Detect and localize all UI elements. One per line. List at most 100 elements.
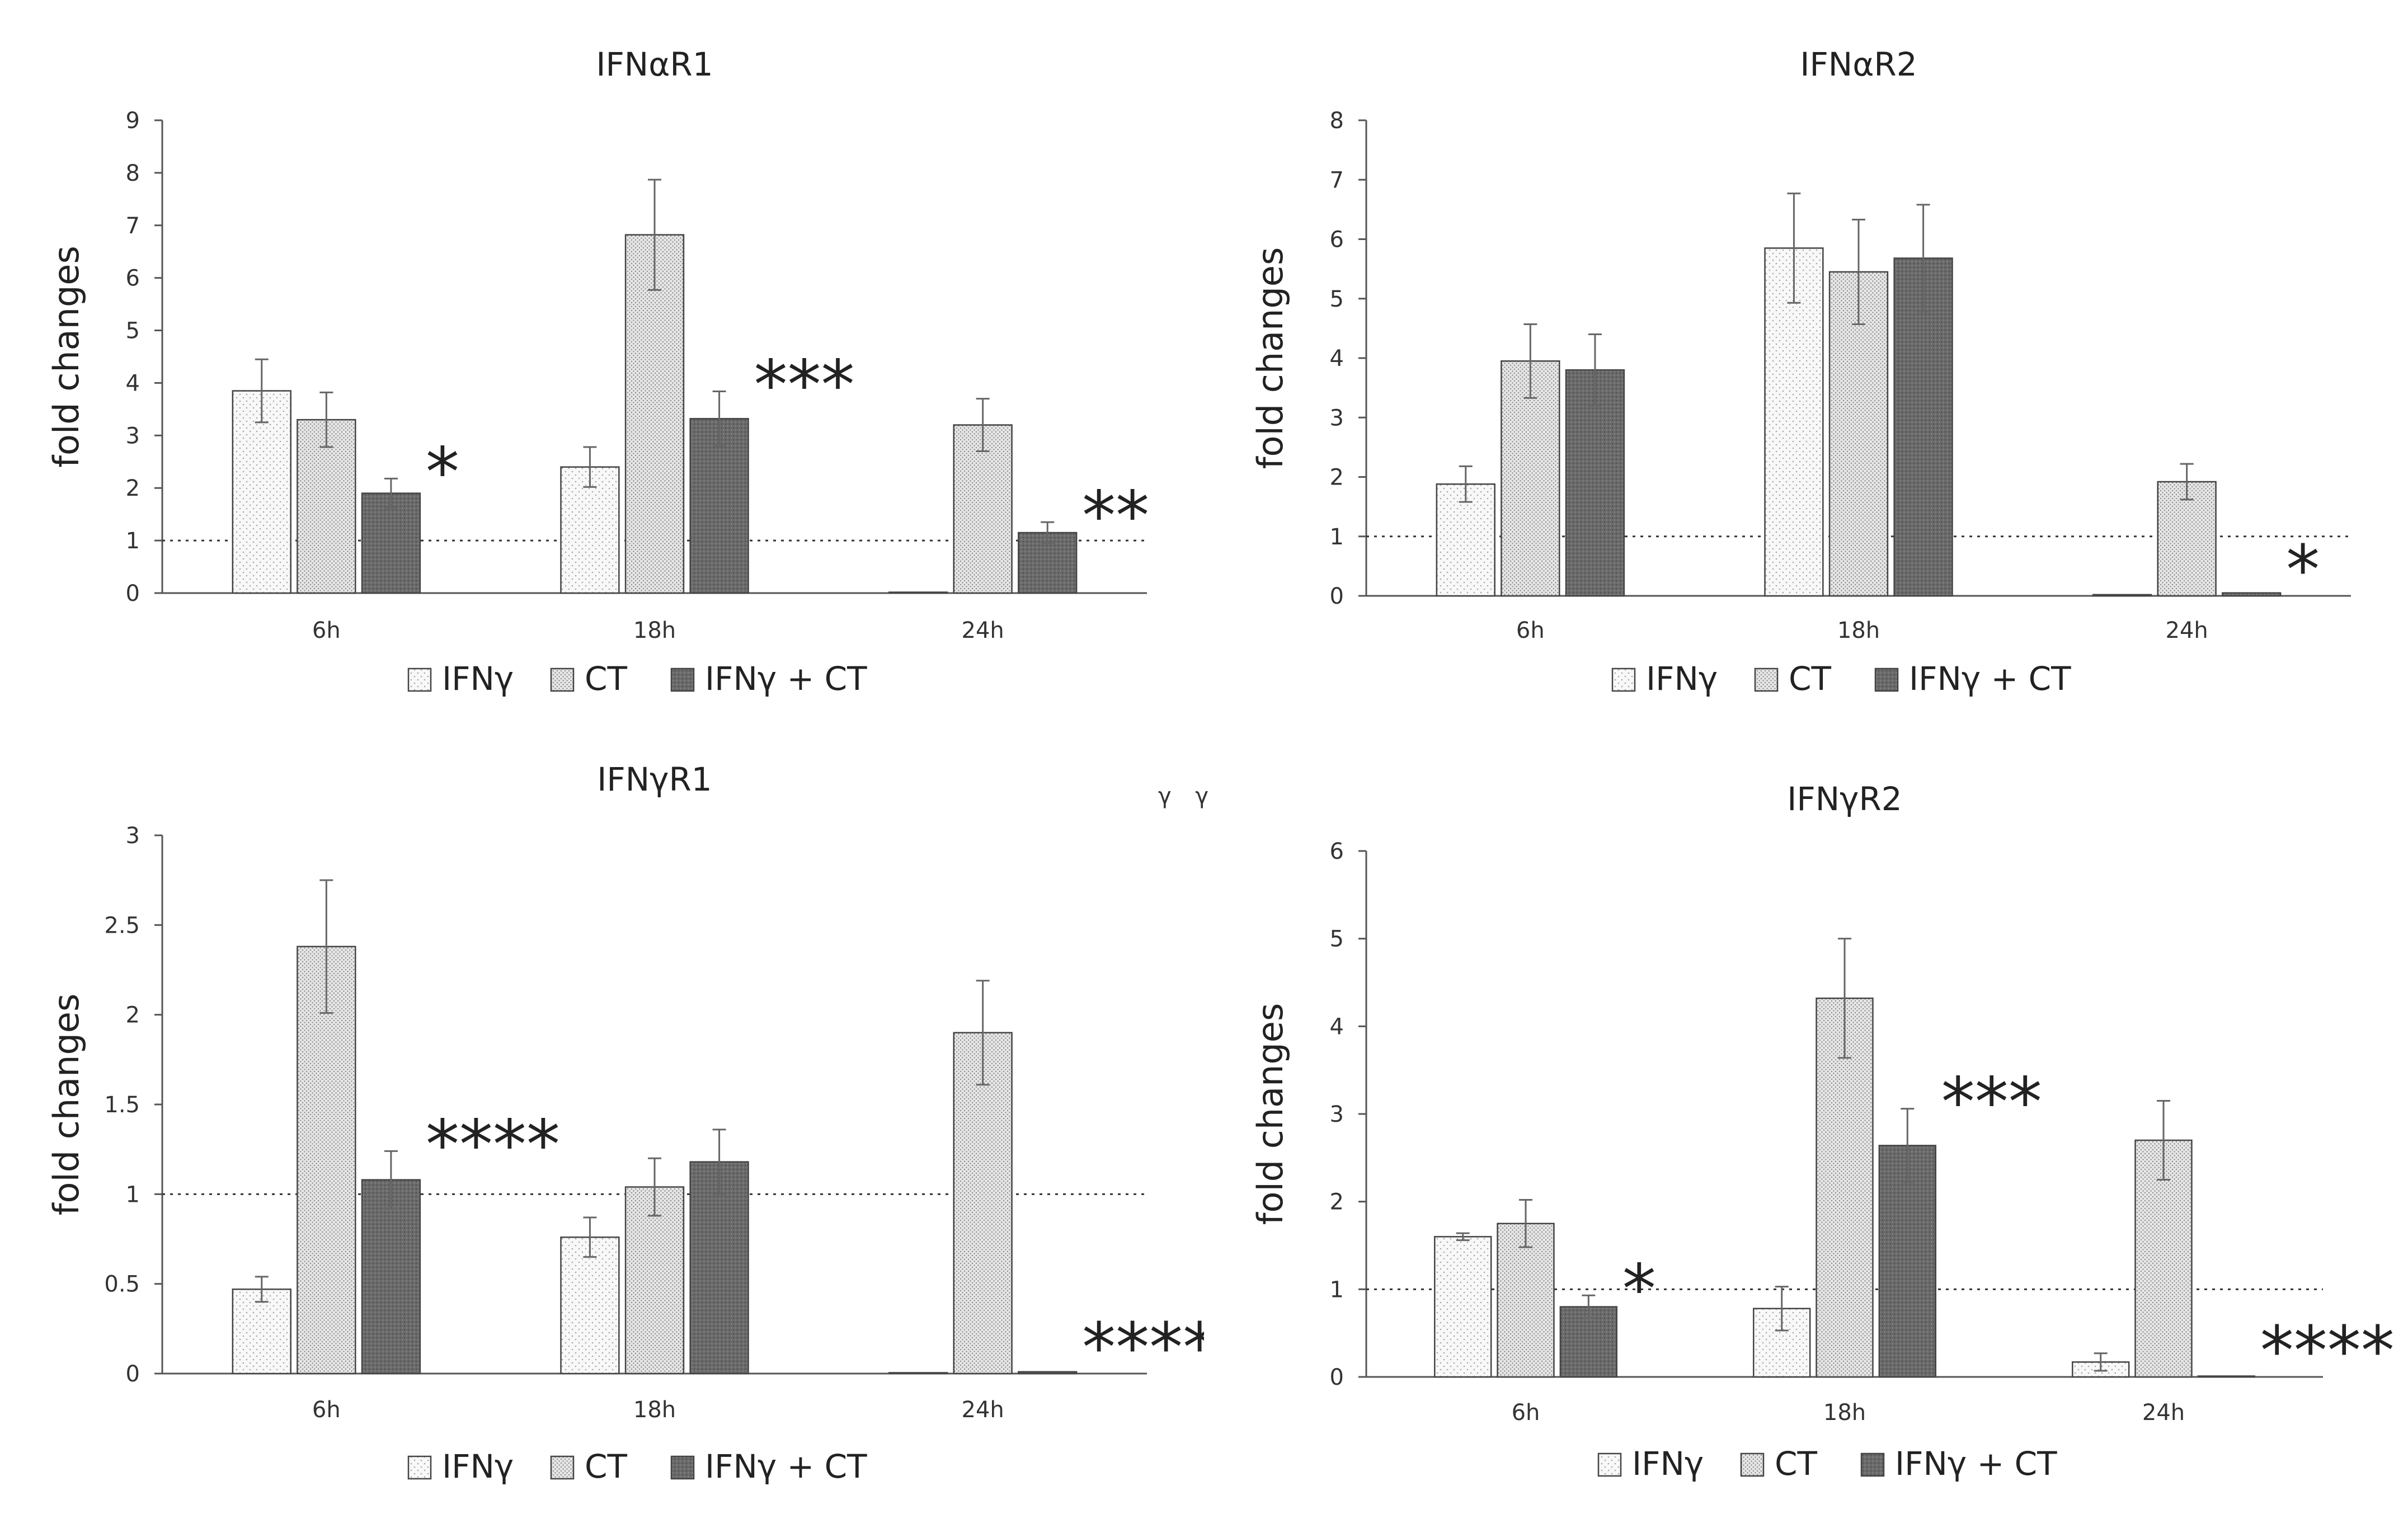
y-tick-label: 2 [126,1003,140,1028]
y-tick-label: 6 [1330,227,1344,253]
chart-svg-ifngr1: IFNγR1 fold changes 0 0.5 1 1.5 2 2.5 3 **** 6h 18h… [46,760,1204,1485]
chart-panel-ifngr1: IFNγR1 fold changes 0 0.5 1 1.5 2 2.5 3 **** 6h 18h… [0,757,1204,1514]
bar [361,1179,421,1375]
significance-marker: * [1622,1250,1656,1328]
y-tick-label: 6 [1330,839,1344,864]
y-tick-label: 6 [126,266,140,291]
stray-glyphs: γ γ [1158,783,1225,809]
bar [624,1186,685,1375]
y-tick-label: 0.5 [104,1272,140,1297]
y-tick-label: 2 [1330,1189,1344,1215]
chart-title: IFNγR2 [1787,780,1902,818]
y-tick-label: 3 [126,423,140,449]
y-tick-label: 7 [126,213,140,239]
significance-marker: **** [2260,1313,2395,1390]
x-tick-label: 24h [2142,1400,2185,1426]
chart-svg-ifngr2: IFNγR2 fold changes 0 1 2 3 4 5 6 * 6h *** 18h **** 24… [1250,780,2395,1483]
legend-label: IFNγ [1632,1445,1704,1483]
legend-label: IFNγ + CT [1909,660,2071,698]
x-tick-label: 24h [2166,618,2208,643]
y-tick-label: 3 [1330,405,1344,431]
bar [624,234,685,594]
bar [2157,481,2217,597]
legend-swatch [550,1455,575,1480]
x-tick-label: 6h [312,618,341,643]
y-tick-label: 1 [1330,1277,1344,1303]
bar [1434,1236,1492,1378]
y-axis-label: fold changes [1250,247,1291,469]
legend-swatch [407,667,432,692]
chart-title: IFNαR2 [1800,45,1917,83]
y-tick-label: 2.5 [104,913,140,938]
bar [232,390,291,594]
legend-label: IFNγ [442,660,514,698]
y-tick-label: 1 [126,1182,140,1207]
legend-swatch [550,667,575,692]
bar [1816,997,1874,1378]
y-tick-label: 2 [1330,465,1344,491]
bar [953,424,1013,594]
legend-label: CT [1789,660,1831,698]
x-tick-label: 18h [633,1397,676,1423]
y-axis-label: fold changes [46,246,87,468]
x-tick-label: 24h [962,1397,1004,1423]
legend-label: CT [585,1447,627,1485]
y-tick-label: 0 [1330,584,1344,609]
bar [297,946,356,1375]
y-tick-label: 5 [1330,927,1344,952]
chart-panel-ifngr2: IFNγR2 fold changes 0 1 2 3 4 5 6 * 6h *** 18h **** 24… [1204,757,2408,1514]
chart-panel-ifnar1: IFNαR1 fold changes 0 1 2 3 4 5 6 7 8 9 * 6h *** 18h ** 2… [0,0,1204,757]
bar [689,418,749,594]
x-tick-label: 6h [1516,618,1545,643]
bar [1497,1223,1555,1378]
bar [1893,257,1953,597]
stray-glyph: γ [1195,783,1209,809]
y-tick-label: 5 [1330,286,1344,312]
chart-title: IFNαR1 [596,45,713,83]
significance-marker: ** [1082,477,1149,555]
bar [1828,271,1889,597]
y-tick-label: 4 [1330,346,1344,372]
y-tick-label: 1 [1330,524,1344,550]
bar [1018,1371,1078,1375]
legend-label: IFNγ [442,1447,514,1485]
y-axis-label: fold changes [1250,1003,1291,1225]
bar [297,419,356,594]
y-tick-label: 0 [126,1361,140,1387]
legend-label: IFNγ + CT [705,1447,867,1485]
significance-marker: *** [754,346,854,424]
legend-swatch [1860,1452,1885,1477]
bar [2222,592,2282,597]
x-tick-label: 6h [312,1397,341,1423]
bar [1878,1145,1936,1378]
x-tick-label: 18h [633,618,676,643]
x-tick-label: 18h [1823,1400,1866,1426]
legend-label: CT [1775,1445,1817,1483]
chart-svg-ifnar2: IFNαR2 fold changes 0 1 2 3 4 5 6 7 8 6h 18h * 24h IFNγ… [1250,45,2351,698]
bar [689,1161,749,1375]
legend-swatch [407,1455,432,1480]
legend-swatch [670,667,695,692]
y-tick-label: 2 [126,476,140,501]
y-tick-label: 4 [126,370,140,396]
legend-swatch [1874,667,1899,692]
bar [2092,594,2152,597]
legend-swatch [670,1455,695,1480]
stray-glyph: γ [1158,783,1172,809]
chart-panel-ifnar2: IFNαR2 fold changes 0 1 2 3 4 5 6 7 8 6h 18h * 24h IFNγ… [1204,0,2408,757]
bar [232,1289,291,1375]
y-tick-label: 8 [126,161,140,186]
y-tick-label: 5 [126,318,140,344]
y-tick-label: 4 [1330,1014,1344,1040]
x-tick-label: 24h [962,618,1004,643]
legend-label: IFNγ [1646,660,1718,698]
significance-marker: * [2286,532,2320,609]
chart-title: IFNγR1 [597,760,712,798]
y-tick-label: 0 [126,581,140,606]
significance-marker: **** [426,1106,560,1184]
legend-swatch [1740,1452,1765,1477]
y-tick-label: 8 [1330,108,1344,134]
bar [888,591,948,594]
legend-label: IFNγ + CT [705,660,867,698]
legend-label: IFNγ + CT [1895,1445,2057,1483]
